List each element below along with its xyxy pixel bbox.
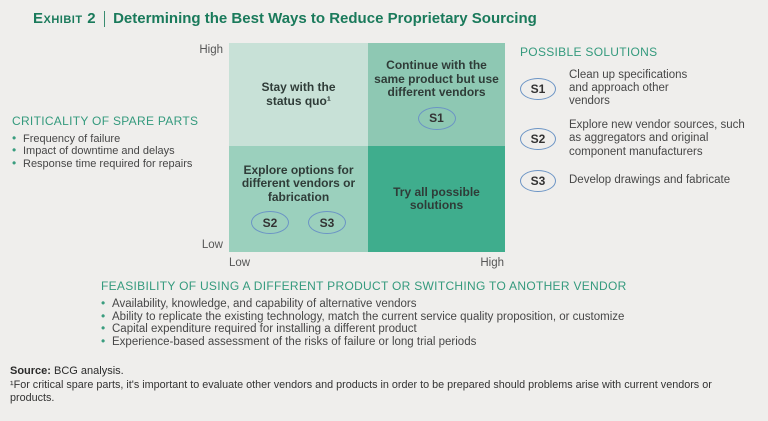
solution-badge-s2: S2 (251, 211, 289, 235)
quadrant-bottom-left: Explore options for different vendors or… (229, 146, 368, 252)
exhibit-title-bar: Exhibit 2 Determining the Best Ways to R… (33, 10, 537, 27)
criticality-bullet: Frequency of failure (12, 132, 222, 146)
source-text: BCG analysis. (50, 365, 124, 377)
quadrant-label: Explore options for different vendors or… (241, 162, 356, 204)
criticality-panel: CRITICALITY OF SPARE PARTS Frequency of … (12, 114, 222, 170)
source-label: Source: (10, 365, 51, 377)
exhibit-number-label: Exhibit 2 (33, 10, 97, 27)
feasibility-bullet: Ability to replicate the existing techno… (101, 310, 751, 324)
solution-badge-s3: S3 (520, 169, 556, 192)
quadrant-bottom-right: Try all possible solutions (368, 146, 505, 252)
quadrant-label: Continue with the same product but use d… (374, 58, 499, 100)
solution-text: Explore new vendor sources, such as aggr… (569, 119, 745, 158)
x-axis-low-label: Low (229, 257, 251, 269)
feasibility-heading: FEASIBILITY OF USING A DIFFERENT PRODUCT… (101, 279, 627, 293)
solution-item-s2: S2 Explore new vendor sources, such as a… (520, 119, 765, 158)
solution-badge-s2: S2 (520, 127, 556, 150)
title-separator (104, 10, 106, 27)
feasibility-bullet-list: Availability, knowledge, and capability … (101, 297, 751, 349)
x-axis-high-label: High (480, 257, 504, 269)
y-axis-high-label: High (199, 44, 223, 56)
solution-item-s3: S3 Develop drawings and fabricate (520, 169, 765, 192)
solutions-heading: POSSIBLE SOLUTIONS (520, 45, 658, 59)
feasibility-panel: FEASIBILITY OF USING A DIFFERENT PRODUCT… (101, 279, 751, 349)
footer: Source: BCG analysis. ¹For critical spar… (10, 365, 758, 406)
quadrant-badges: S1 (417, 106, 456, 130)
feasibility-bullet: Availability, knowledge, and capability … (101, 297, 751, 311)
two-by-two-matrix: Stay with the status quo¹ Continue with … (229, 43, 505, 252)
criticality-heading: CRITICALITY OF SPARE PARTS (12, 114, 199, 128)
quadrant-top-left: Stay with the status quo¹ (229, 43, 368, 146)
source-line: Source: BCG analysis. (10, 365, 758, 377)
solution-text: Clean up specifications and approach oth… (569, 69, 688, 108)
quadrant-label: Stay with the status quo¹ (261, 80, 336, 108)
page-title: Determining the Best Ways to Reduce Prop… (113, 10, 537, 27)
solution-item-s1: S1 Clean up specifications and approach … (520, 69, 765, 108)
quadrant-badges: S2 S3 (251, 211, 346, 235)
solution-badge-s1: S1 (417, 106, 456, 130)
quadrant-label: Try all possible solutions (393, 184, 480, 212)
criticality-bullet: Response time required for repairs (12, 157, 222, 171)
solution-badge-s1: S1 (520, 77, 556, 100)
solution-text: Develop drawings and fabricate (569, 174, 731, 187)
y-axis-low-label: Low (201, 239, 223, 251)
feasibility-bullet: Experience-based assessment of the risks… (101, 335, 751, 349)
criticality-bullet-list: Frequency of failure Impact of downtime … (12, 132, 222, 171)
solution-badge-s3: S3 (308, 211, 346, 235)
criticality-bullet: Impact of downtime and delays (12, 144, 222, 158)
possible-solutions-panel: POSSIBLE SOLUTIONS S1 Clean up specifica… (520, 45, 765, 203)
quadrant-top-right: Continue with the same product but use d… (368, 43, 505, 146)
feasibility-bullet: Capital expenditure required for install… (101, 322, 751, 336)
footnote: ¹For critical spare parts, it's importan… (10, 379, 712, 405)
